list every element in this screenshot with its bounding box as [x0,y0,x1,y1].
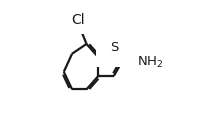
Text: S: S [110,40,118,54]
Text: NH$_2$: NH$_2$ [137,54,164,70]
Text: Cl: Cl [71,13,85,27]
